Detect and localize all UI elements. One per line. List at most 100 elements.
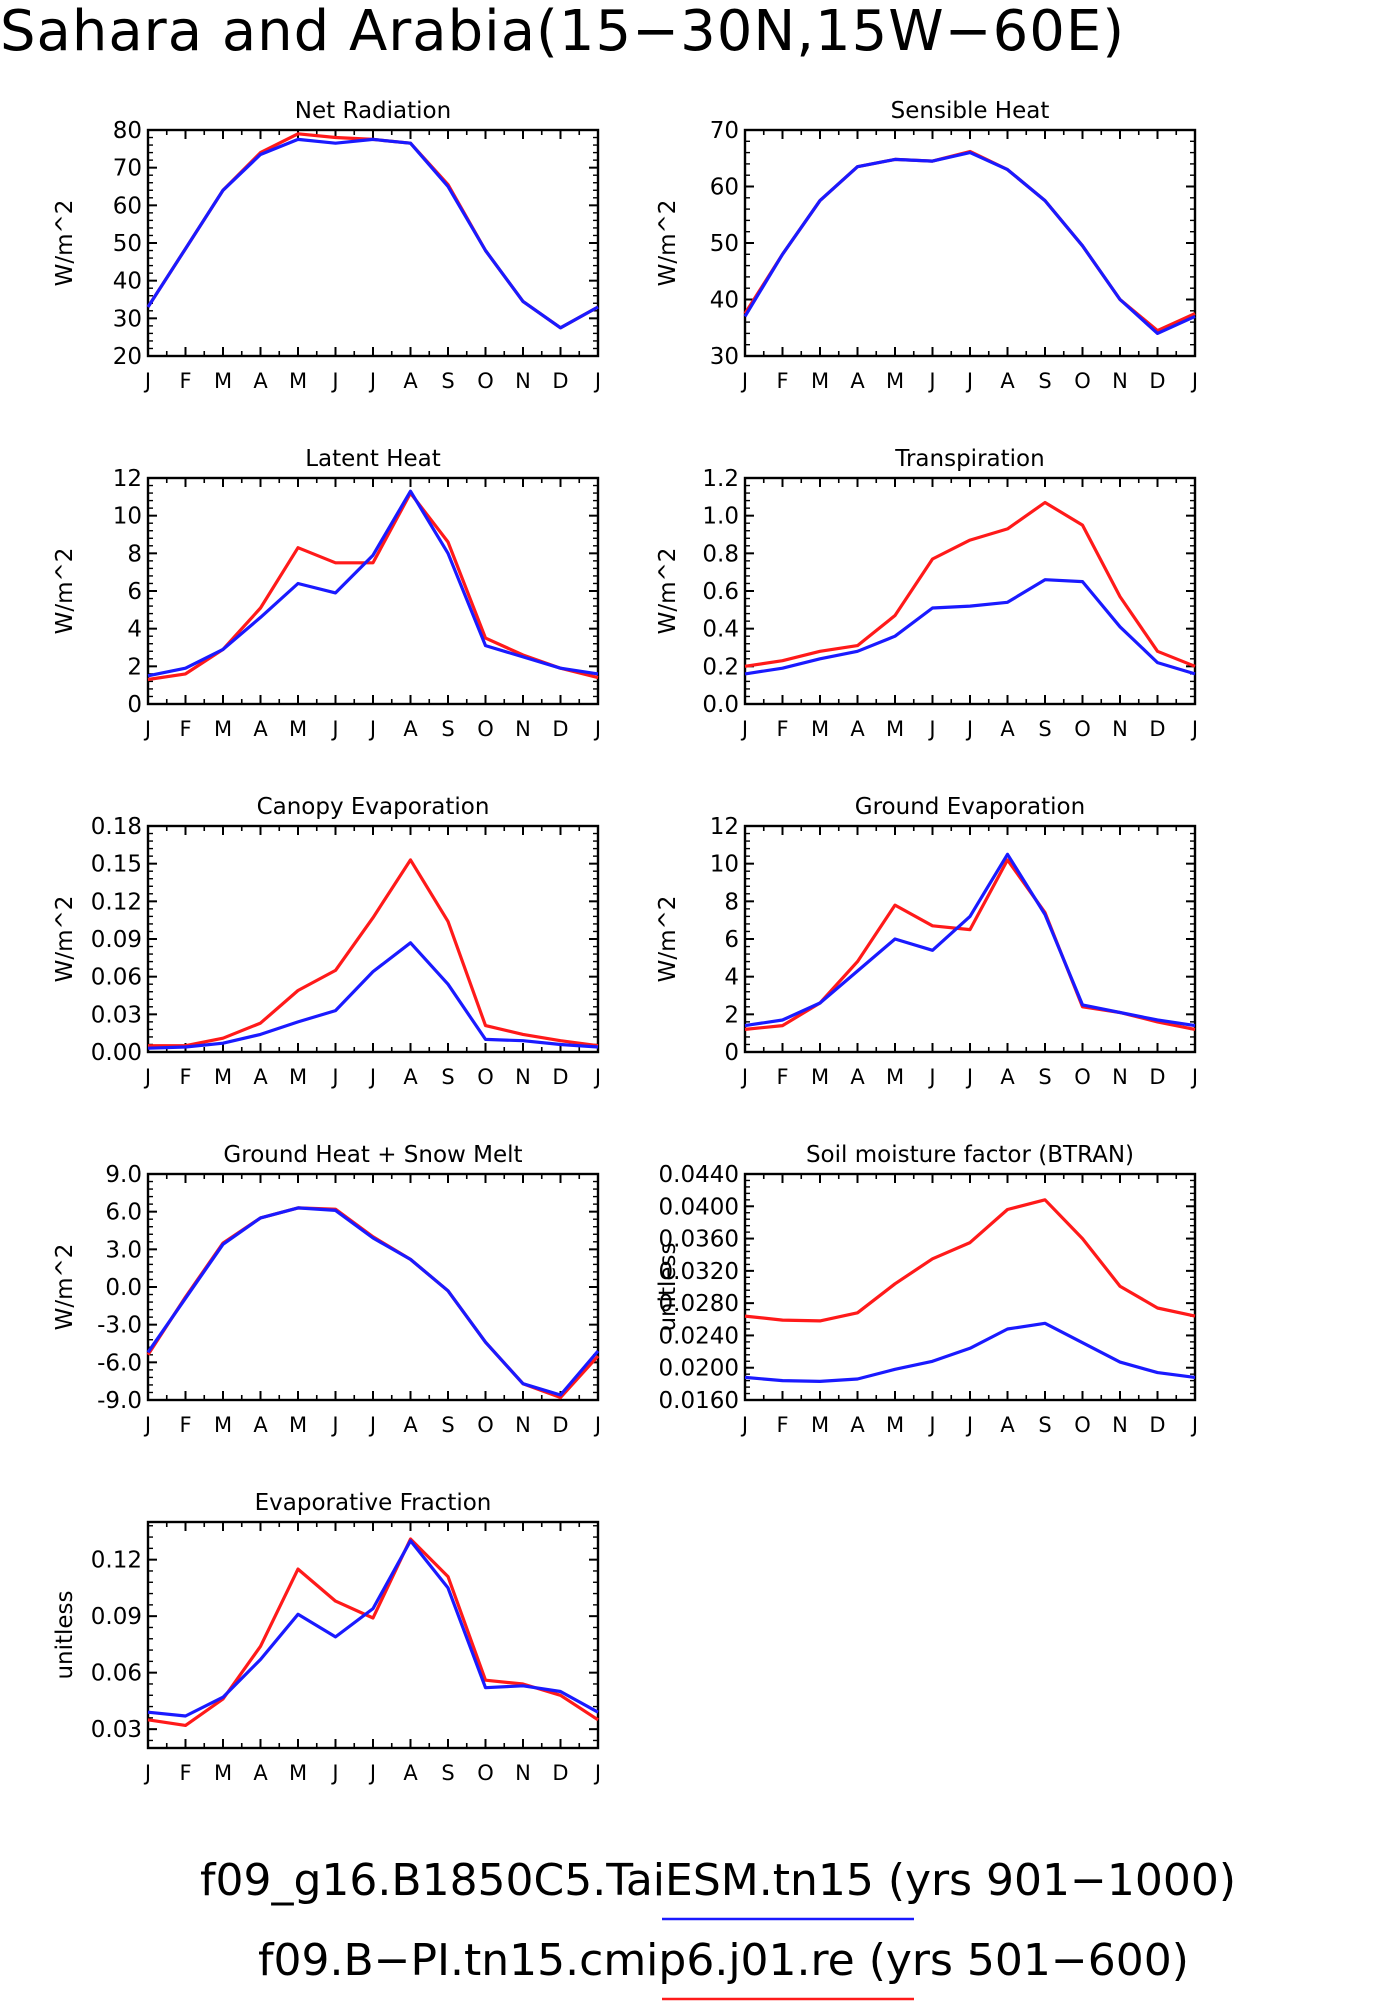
- y-tick-label: 0.0: [105, 1275, 142, 1301]
- x-tick-label: M: [214, 717, 232, 741]
- x-tick-label: A: [253, 1413, 268, 1437]
- y-axis-label: W/m^2: [655, 200, 681, 287]
- x-tick-label: A: [1000, 369, 1015, 393]
- panel-4: J F M A M J J A S O N D J0.00.20.40.60.81.01.2Transp…: [655, 446, 1198, 741]
- x-tick-label: D: [552, 717, 568, 741]
- panel-title: Transpiration: [894, 446, 1044, 472]
- y-tick-label: 9.0: [105, 1162, 142, 1188]
- x-tick-label: J: [330, 1761, 338, 1785]
- y-tick-label: 0.06: [91, 1661, 142, 1687]
- x-tick-label: J: [368, 369, 376, 393]
- x-tick-label: J: [593, 1065, 601, 1089]
- y-tick-label: 0.0160: [659, 1388, 739, 1414]
- plot-frame: [146, 1172, 600, 1402]
- y-tick-label: 8: [127, 541, 142, 567]
- x-tick-label: S: [441, 1413, 454, 1437]
- y-tick-label: 1.2: [702, 466, 739, 492]
- x-tick-label: A: [253, 1761, 268, 1785]
- plot-frame: [146, 1520, 600, 1750]
- x-tick-label: J: [330, 1065, 338, 1089]
- x-tick-label: O: [1074, 717, 1091, 741]
- x-tick-label: M: [214, 1413, 232, 1437]
- x-tick-label: A: [850, 1065, 865, 1089]
- y-tick-label: 0: [724, 1040, 739, 1066]
- x-tick-label: D: [552, 1413, 568, 1437]
- y-tick-label: 0.0440: [659, 1162, 739, 1188]
- x-tick-label: A: [403, 1065, 418, 1089]
- x-tick-label: A: [403, 1761, 418, 1785]
- y-tick-label: 0.06: [91, 965, 142, 991]
- x-tick-label: M: [214, 1761, 232, 1785]
- x-tick-label: F: [776, 1413, 788, 1437]
- y-axis-label: W/m^2: [655, 548, 681, 635]
- y-tick-label: 20: [113, 344, 142, 370]
- series-line-blue: [146, 137, 599, 330]
- x-tick-label: M: [214, 1065, 232, 1089]
- y-axis-label: unitless: [655, 1242, 681, 1331]
- panel-title: Net Radiation: [295, 98, 451, 124]
- x-tick-label: O: [1074, 1413, 1091, 1437]
- y-axis-label: W/m^2: [52, 1244, 78, 1331]
- x-tick-label: D: [1149, 1065, 1165, 1089]
- x-tick-label: S: [441, 369, 454, 393]
- x-tick-label: D: [1149, 369, 1165, 393]
- x-tick-label: N: [1112, 1413, 1128, 1437]
- y-tick-label: 40: [113, 269, 142, 295]
- legend-label-red: f09.B−PI.tn15.cmip6.j01.re (yrs 501−600): [258, 1935, 1189, 1986]
- y-axis-label: W/m^2: [655, 896, 681, 983]
- x-tick-label: J: [330, 717, 338, 741]
- y-tick-label: 0.03: [91, 1002, 142, 1028]
- x-tick-label: J: [927, 1065, 935, 1089]
- y-axis-label: unitless: [52, 1590, 78, 1679]
- y-tick-label: 2: [127, 654, 142, 680]
- x-tick-label: M: [289, 369, 307, 393]
- y-tick-label: 0.03: [91, 1717, 142, 1743]
- y-tick-label: 0.8: [702, 541, 739, 567]
- x-tick-label: M: [811, 1413, 829, 1437]
- y-tick-label: 6.0: [105, 1200, 142, 1226]
- y-axis-label: W/m^2: [52, 896, 78, 983]
- x-tick-label: S: [1038, 1065, 1051, 1089]
- y-tick-label: 3.0: [105, 1237, 142, 1263]
- x-tick-label: F: [179, 369, 191, 393]
- panel-title: Evaporative Fraction: [255, 1490, 492, 1516]
- x-tick-label: M: [214, 369, 232, 393]
- series-line-red: [148, 858, 599, 1048]
- y-tick-label: 30: [113, 306, 142, 332]
- x-tick-label: N: [515, 369, 531, 393]
- x-tick-label: J: [927, 1413, 935, 1437]
- plot-frame: [743, 824, 1197, 1054]
- x-tick-label: S: [441, 717, 454, 741]
- x-tick-label: M: [289, 1761, 307, 1785]
- x-tick-label: A: [253, 717, 268, 741]
- x-tick-label: A: [1000, 1413, 1015, 1437]
- x-tick-label: J: [593, 717, 601, 741]
- y-tick-label: 60: [710, 175, 739, 201]
- x-tick-label: S: [1038, 369, 1051, 393]
- y-tick-label: -3.0: [97, 1313, 142, 1339]
- x-tick-label: F: [179, 1065, 191, 1089]
- x-tick-label: A: [253, 1065, 268, 1089]
- series-line-blue: [147, 1539, 599, 1718]
- panel-9: J F M A M J J A S O N D J0.030.060.090.12Evaporative…: [52, 1490, 601, 1785]
- x-tick-label: J: [740, 1413, 748, 1437]
- x-tick-label: M: [811, 717, 829, 741]
- x-tick-label: J: [1190, 1413, 1198, 1437]
- x-tick-label: J: [143, 1761, 151, 1785]
- plot-frame: [743, 128, 1197, 358]
- x-tick-label: J: [143, 717, 151, 741]
- y-tick-label: 0.6: [702, 579, 739, 605]
- x-tick-label: D: [552, 1761, 568, 1785]
- y-tick-label: 4: [724, 965, 739, 991]
- y-tick-label: 0.0200: [659, 1356, 739, 1382]
- y-tick-label: 0: [127, 692, 142, 718]
- series-line-blue: [743, 151, 1196, 335]
- y-tick-label: 40: [710, 288, 739, 314]
- panel-title: Sensible Heat: [891, 98, 1050, 124]
- x-tick-label: J: [368, 1761, 376, 1785]
- x-tick-label: D: [1149, 717, 1165, 741]
- x-tick-label: J: [740, 1065, 748, 1089]
- x-tick-label: J: [368, 1065, 376, 1089]
